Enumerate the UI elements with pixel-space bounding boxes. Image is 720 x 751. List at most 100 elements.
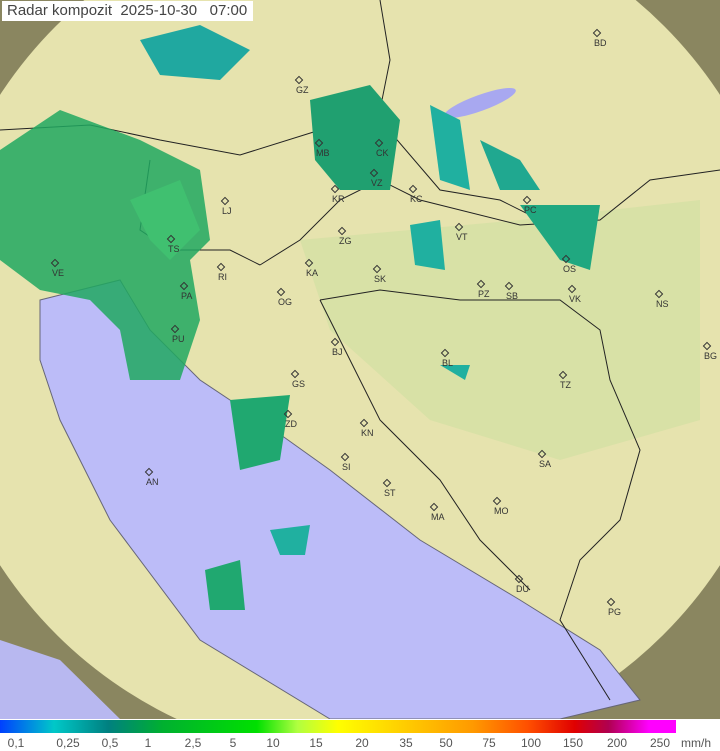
city-marker-icon xyxy=(592,28,602,38)
city-label-kc: KC xyxy=(408,184,423,204)
city-code: SA xyxy=(539,459,552,469)
city-code: MO xyxy=(494,506,509,516)
legend-tick: 1 xyxy=(144,736,152,750)
city-label-kr: KR xyxy=(330,184,345,204)
city-code: TS xyxy=(168,244,180,254)
legend-tick: 2,5 xyxy=(184,736,202,750)
city-marker-icon xyxy=(330,337,340,347)
legend-tick: 75 xyxy=(482,736,496,750)
city-code: NS xyxy=(656,299,669,309)
city-marker-icon xyxy=(144,467,154,477)
city-marker-icon xyxy=(522,195,532,205)
city-marker-icon xyxy=(294,75,304,85)
city-label-ma: MA xyxy=(429,502,445,522)
city-code: ZD xyxy=(285,419,297,429)
city-code: BL xyxy=(442,358,454,368)
city-label-gs: GS xyxy=(290,369,306,389)
city-marker-icon xyxy=(359,418,369,428)
city-code: VK xyxy=(569,294,582,304)
city-marker-icon xyxy=(537,449,547,459)
city-label-og: OG xyxy=(276,287,292,307)
tyrrhenian-sea xyxy=(0,640,120,719)
city-label-ck: CK xyxy=(374,138,389,158)
city-label-ns: NS xyxy=(654,289,669,309)
city-code: LJ xyxy=(222,206,232,216)
lake-balaton xyxy=(444,87,516,119)
rain-cell-adriatic xyxy=(205,560,245,610)
city-code: TZ xyxy=(560,380,571,390)
city-marker-icon xyxy=(166,234,176,244)
city-label-st: ST xyxy=(382,478,396,498)
city-code: PU xyxy=(172,334,185,344)
title-text: Radar kompozit xyxy=(7,2,113,19)
lowland-plain xyxy=(300,200,700,460)
city-marker-icon xyxy=(170,324,180,334)
city-marker-icon xyxy=(561,254,571,264)
city-marker-icon xyxy=(283,409,293,419)
city-label-zg: ZG xyxy=(337,226,352,246)
city-label-sk: SK xyxy=(372,264,387,284)
precipitation-legend: 0,1 0,25 0,5 1 2,5 5 10 15 20 35 50 75 100 150 200 250 … xyxy=(0,719,720,751)
rain-cell-bosnia xyxy=(440,365,470,380)
city-code: SK xyxy=(374,274,387,284)
city-label-ri: RI xyxy=(216,262,227,282)
city-label-bj: BJ xyxy=(330,337,343,357)
city-label-bl: BL xyxy=(440,348,454,368)
city-marker-icon xyxy=(382,478,392,488)
city-label-pg: PG xyxy=(606,597,621,617)
rain-cell-east xyxy=(480,140,540,190)
legend-tick: 0,25 xyxy=(56,736,80,750)
city-label-mb: MB xyxy=(314,138,330,158)
city-marker-icon xyxy=(408,184,418,194)
city-marker-icon xyxy=(179,281,189,291)
city-marker-icon xyxy=(476,279,486,289)
rain-cell-zadar xyxy=(230,395,290,470)
rain-cell-zagorje xyxy=(410,220,445,270)
legend-tick: 35 xyxy=(399,736,413,750)
city-label-lj: LJ xyxy=(220,196,232,216)
city-label-an: AN xyxy=(144,467,159,487)
legend-tick: 0,1 xyxy=(7,736,25,750)
city-code: BD xyxy=(594,38,607,48)
radar-map[interactable] xyxy=(0,0,720,719)
legend-tick: 200 xyxy=(606,736,628,750)
city-code: BJ xyxy=(332,347,343,357)
city-label-du: DU xyxy=(514,574,529,594)
city-label-kn: KN xyxy=(359,418,374,438)
city-marker-icon xyxy=(369,168,379,178)
city-marker-icon xyxy=(454,222,464,232)
city-label-pu: PU xyxy=(170,324,185,344)
city-label-sb: SB xyxy=(504,281,518,301)
city-marker-icon xyxy=(492,496,502,506)
city-code: KN xyxy=(361,428,374,438)
legend-tick: 10 xyxy=(266,736,280,750)
city-marker-icon xyxy=(372,264,382,274)
legend-tick: 20 xyxy=(355,736,369,750)
rain-cell-osijek xyxy=(520,205,600,270)
city-code: ZG xyxy=(339,236,352,246)
city-label-os: OS xyxy=(561,254,577,274)
city-code: KA xyxy=(306,268,319,278)
city-label-vz: VZ xyxy=(369,168,383,188)
city-marker-icon xyxy=(314,138,324,148)
legend-tick: 250 xyxy=(649,736,671,750)
city-code: KC xyxy=(410,194,423,204)
city-code: OS xyxy=(563,264,577,274)
rain-cell-trieste xyxy=(130,180,200,260)
city-code: ST xyxy=(384,488,396,498)
city-marker-icon xyxy=(654,289,664,299)
city-label-sa: SA xyxy=(537,449,552,469)
city-marker-icon xyxy=(330,184,340,194)
legend-tick: 15 xyxy=(309,736,323,750)
time-text: 07:00 xyxy=(209,2,248,19)
city-marker-icon xyxy=(340,452,350,462)
city-label-bg: BG xyxy=(702,341,718,361)
city-code: BG xyxy=(704,351,718,361)
city-code: DU xyxy=(516,584,529,594)
city-marker-icon xyxy=(276,287,286,297)
legend-tick: 5 xyxy=(229,736,237,750)
city-code: GS xyxy=(292,379,306,389)
city-code: PZ xyxy=(478,289,490,299)
legend-tick: 0,5 xyxy=(101,736,119,750)
